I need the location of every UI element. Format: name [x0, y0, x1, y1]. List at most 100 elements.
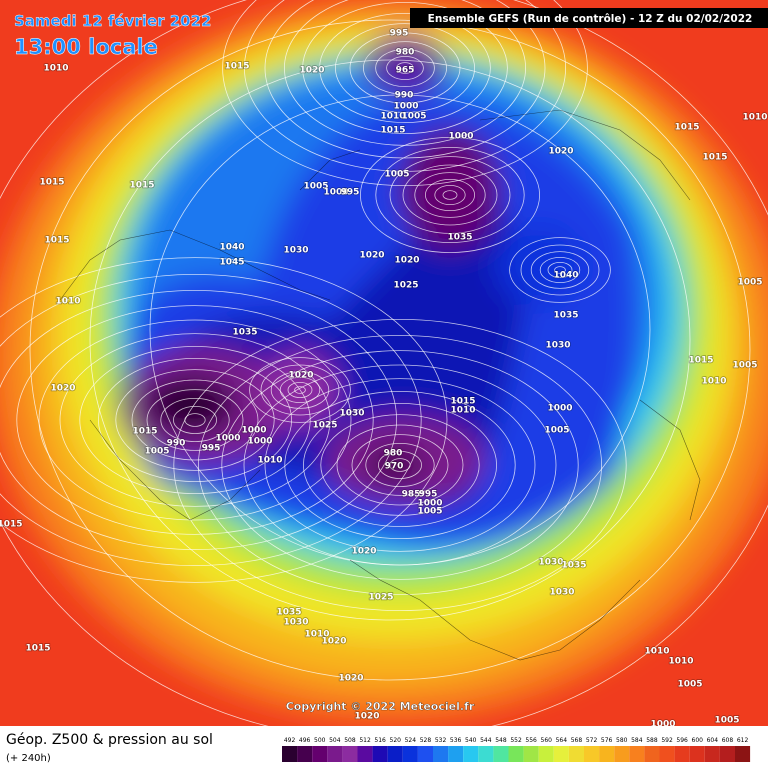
scale-cell: [735, 746, 751, 762]
isobar: [359, 136, 540, 253]
scale-cell: [478, 746, 494, 762]
scale-label: 560: [541, 737, 553, 744]
isobar-label: 1045: [219, 258, 244, 268]
isobar-label: 990: [395, 91, 414, 101]
isobar-label: 1015: [688, 356, 713, 366]
isobar-labels: 1010 1015 10209959809659901000101010051015…: [0, 28, 768, 730]
scale-cell: [312, 746, 328, 762]
isobar: [402, 164, 498, 226]
isobar-label: 1015: [674, 123, 699, 133]
isobar-label: 1000: [650, 720, 675, 730]
isobar-label: 995: [390, 29, 409, 39]
lead-time: (+ 240h): [6, 753, 51, 764]
isobar: [264, 0, 546, 159]
isobar-label: 1015: [702, 153, 727, 163]
isobar: [89, 59, 691, 621]
isobar: [221, 350, 579, 580]
isobar: [59, 333, 331, 507]
isobar: [375, 146, 525, 243]
isobar-label: 1000: [323, 188, 348, 198]
isobar-label: 1010: [701, 377, 726, 387]
isobar-label: 1030: [538, 558, 563, 568]
isobar-label: 1015: [25, 644, 50, 654]
isobar-label: 1010: [450, 406, 475, 416]
isobar-label: 1015: [39, 178, 64, 188]
isobar-label: 1020: [548, 147, 573, 157]
isobar: [320, 414, 480, 516]
coastlines: [59, 109, 701, 661]
scale-cell: [704, 746, 720, 762]
isobar: [414, 172, 486, 218]
scale-cell: [448, 746, 464, 762]
isobar-label: 995: [419, 490, 438, 500]
scale-label: 500: [314, 737, 326, 744]
scale-label: 548: [495, 737, 507, 744]
scale-cell: [297, 746, 313, 762]
scale-label: 508: [344, 737, 356, 744]
isobar: [302, 402, 497, 527]
scale-cell: [599, 746, 615, 762]
isobar: [146, 389, 244, 451]
isobar: [38, 319, 352, 521]
isobar-label: 990: [167, 439, 186, 449]
isobar: [149, 94, 651, 566]
isobar-label: 1015: [44, 236, 69, 246]
isobar: [365, 442, 435, 487]
isobar: [389, 458, 411, 472]
isobar: [249, 357, 351, 423]
scale-label: 504: [329, 737, 341, 744]
scale-label: 612: [737, 737, 749, 744]
scale-cell: [433, 746, 449, 762]
scale-cell: [463, 746, 479, 762]
scale-cell: [342, 746, 358, 762]
isobar-label: 1020: [299, 66, 324, 76]
isobar-label: 980: [396, 48, 415, 58]
isobar-label: 1020: [321, 637, 346, 647]
isobar: [424, 178, 475, 211]
scale-label: 552: [510, 737, 522, 744]
scale-cell: [493, 746, 509, 762]
isobar: [29, 19, 751, 681]
isobar: [294, 386, 306, 394]
model-info: Ensemble GEFS (Run de contrôle) - 12 Z d…: [428, 13, 753, 25]
isobar-label: 985: [402, 490, 421, 500]
isobar-label: 1025: [368, 593, 393, 603]
field: [0, 0, 768, 720]
isobar: [539, 256, 581, 283]
scale-cell: [402, 746, 418, 762]
scale-label: 568: [571, 737, 583, 744]
copyright: Copyright © 2022 Meteociel.fr: [286, 700, 475, 713]
scale-cell: [614, 746, 630, 762]
isobar-label: 1005: [144, 447, 169, 457]
isobar-label: 1010: [43, 64, 68, 74]
isobar: [395, 62, 414, 74]
isobar: [377, 450, 422, 479]
isobar-label: 1000: [393, 102, 418, 112]
isobar-label: 1020: [359, 251, 384, 261]
scale-cell: [674, 746, 690, 762]
scale-cell: [282, 746, 298, 762]
isobar: [79, 345, 311, 494]
isobar-label: 1000: [215, 434, 240, 444]
isobar-label: 1005: [544, 426, 569, 436]
scale-cell: [659, 746, 675, 762]
isobar: [434, 184, 466, 205]
isobar-label: 980: [384, 449, 403, 459]
isobar: [16, 305, 374, 535]
isobar-label: 1015: [129, 181, 154, 191]
scale-cell: [387, 746, 403, 762]
isobar-label: 1005: [401, 112, 426, 122]
isobar-label: 1030: [339, 409, 364, 419]
isobar: [554, 266, 566, 274]
isobar: [336, 424, 464, 506]
isobar-label: 1020: [338, 674, 363, 684]
scale-label: 516: [374, 737, 386, 744]
isobar: [287, 381, 313, 398]
isobars: [0, 0, 768, 726]
isobar: [173, 318, 627, 612]
isobar-label: 995: [202, 444, 221, 454]
isobar-label: 1035: [276, 608, 301, 618]
scale-label: 544: [480, 737, 492, 744]
local-time: 13:00 locale: [14, 35, 158, 59]
isobar: [172, 405, 217, 434]
